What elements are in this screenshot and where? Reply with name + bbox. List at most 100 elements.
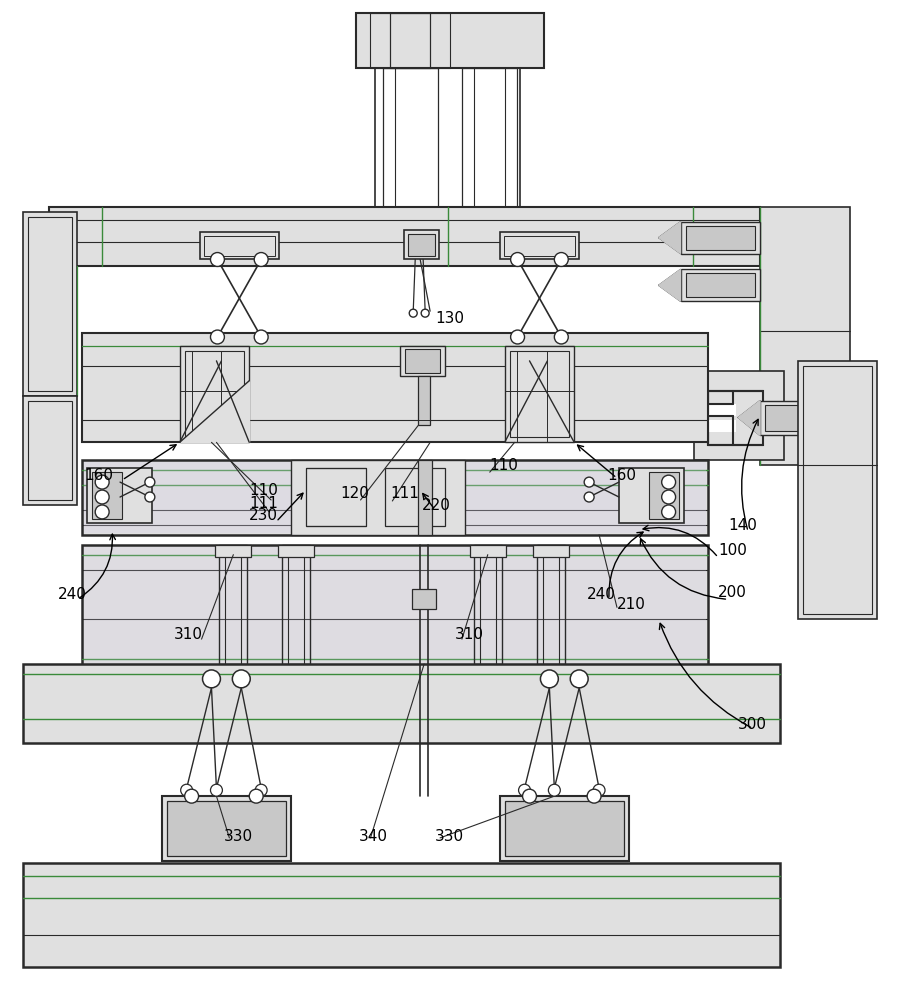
Text: 160: 160 (85, 468, 113, 483)
Bar (504, 801, 624, 856)
Bar (370, 13, 450, 68)
Text: 310: 310 (455, 627, 484, 642)
Bar (504, 346, 574, 442)
Bar (803, 366, 872, 614)
Bar (22, 863, 780, 967)
Bar (462, 68, 517, 212)
Text: 140: 140 (728, 518, 757, 533)
Bar (405, 349, 440, 373)
Circle shape (409, 309, 417, 317)
Bar (200, 232, 279, 259)
Circle shape (210, 253, 225, 266)
Bar (22, 664, 780, 743)
Bar (408, 234, 435, 256)
Text: 330: 330 (435, 829, 464, 844)
Bar (49, 207, 760, 266)
Circle shape (519, 784, 530, 796)
Text: 230: 230 (249, 508, 279, 523)
Circle shape (210, 784, 222, 796)
Polygon shape (180, 381, 249, 442)
Text: 120: 120 (341, 486, 369, 501)
Bar (708, 404, 736, 416)
Bar (760, 401, 850, 435)
Bar (291, 460, 465, 535)
Circle shape (145, 477, 155, 487)
Circle shape (95, 505, 109, 519)
Text: 100: 100 (718, 543, 747, 558)
Circle shape (584, 477, 594, 487)
Bar (87, 468, 152, 523)
Text: 220: 220 (423, 498, 451, 513)
Circle shape (95, 490, 109, 504)
Bar (278, 545, 314, 557)
Circle shape (662, 475, 675, 489)
Bar (282, 545, 310, 664)
Circle shape (555, 330, 568, 344)
Text: 300: 300 (738, 717, 767, 732)
Circle shape (555, 253, 568, 266)
Circle shape (249, 789, 263, 803)
Bar (418, 460, 432, 535)
Circle shape (254, 253, 268, 266)
Circle shape (584, 492, 594, 502)
Text: 110: 110 (490, 458, 519, 473)
Bar (405, 230, 439, 259)
Bar (765, 405, 844, 431)
Circle shape (662, 490, 675, 504)
Text: 210: 210 (617, 597, 645, 612)
Bar (22, 396, 77, 505)
Bar (200, 337, 279, 365)
Bar (386, 468, 445, 526)
Text: 340: 340 (359, 829, 387, 844)
Bar (85, 547, 707, 672)
Bar (219, 545, 247, 664)
Bar (510, 351, 569, 437)
Circle shape (210, 330, 225, 344)
Text: 240: 240 (58, 587, 86, 602)
Bar (503, 341, 575, 361)
Bar (356, 13, 545, 68)
Bar (760, 207, 850, 465)
Circle shape (421, 309, 429, 317)
Bar (619, 468, 683, 523)
Bar (418, 376, 430, 425)
Polygon shape (738, 401, 760, 435)
Bar (376, 68, 520, 212)
Text: 110: 110 (249, 483, 278, 498)
Bar (203, 341, 275, 361)
Bar (686, 226, 755, 250)
Bar (533, 545, 569, 557)
Bar (500, 796, 629, 861)
Bar (83, 460, 708, 535)
Circle shape (255, 784, 267, 796)
Bar (203, 236, 275, 256)
Bar (180, 346, 249, 442)
Bar (184, 351, 245, 437)
Bar (708, 391, 763, 445)
Bar (216, 545, 251, 557)
Bar (22, 212, 77, 396)
Text: 160: 160 (607, 468, 636, 483)
Circle shape (145, 492, 155, 502)
Text: 310: 310 (174, 627, 202, 642)
Circle shape (587, 789, 601, 803)
Circle shape (511, 330, 524, 344)
Text: 130: 130 (435, 311, 464, 326)
Circle shape (593, 784, 605, 796)
Circle shape (181, 784, 192, 796)
Bar (166, 801, 286, 856)
Circle shape (548, 784, 560, 796)
Bar (28, 217, 72, 391)
Bar (28, 401, 72, 500)
Bar (686, 273, 755, 297)
Bar (162, 796, 291, 861)
Bar (649, 472, 679, 519)
Circle shape (511, 253, 524, 266)
Bar (83, 545, 708, 674)
Circle shape (202, 670, 220, 688)
Bar (681, 222, 760, 254)
Text: 240: 240 (587, 587, 616, 602)
Bar (83, 333, 708, 442)
Circle shape (522, 789, 537, 803)
Circle shape (540, 670, 558, 688)
